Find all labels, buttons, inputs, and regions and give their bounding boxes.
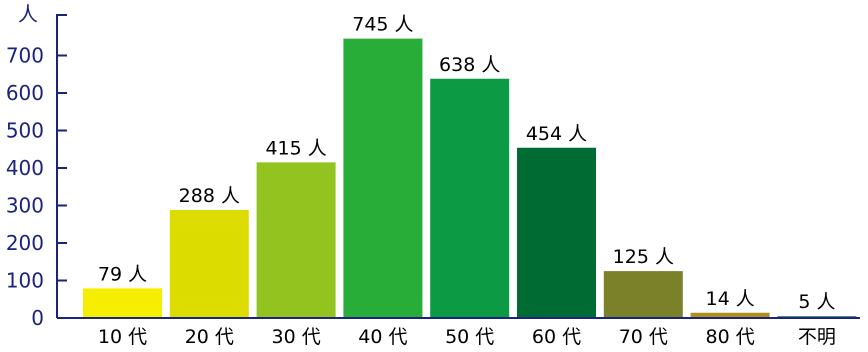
data-label-5: 454 人 <box>526 123 587 145</box>
data-label-1: 288 人 <box>179 185 240 207</box>
bars-group <box>83 38 857 318</box>
y-tick-label: 500 <box>6 119 44 143</box>
y-tick-label: 400 <box>6 156 44 180</box>
y-axis-unit-label: 人 <box>18 2 38 26</box>
x-axis-ticks: 10 代 20 代 30 代 40 代 50 代 60 代 70 代 80 代 不明 <box>98 326 836 348</box>
bar-3 <box>343 38 423 318</box>
x-tick-label-2: 30 代 <box>271 326 320 348</box>
x-tick-label-8: 不明 <box>798 326 836 348</box>
x-tick-label-3: 40 代 <box>358 326 407 348</box>
data-label-4: 638 人 <box>439 54 500 76</box>
bar-6 <box>603 271 683 318</box>
x-tick-label-7: 80 代 <box>705 326 754 348</box>
x-tick-label-1: 20 代 <box>185 326 234 348</box>
y-tick-label: 0 <box>31 306 44 330</box>
bar-1 <box>169 210 249 318</box>
data-label-8: 5 人 <box>798 291 835 313</box>
y-tick-label: 300 <box>6 194 44 218</box>
x-tick-label-4: 50 代 <box>445 326 494 348</box>
data-label-0: 79 人 <box>98 263 147 285</box>
x-tick-label-6: 70 代 <box>619 326 668 348</box>
data-label-6: 125 人 <box>613 246 674 268</box>
data-labels-group: 79 人 288 人 415 人 745 人 638 人 454 人 125 人 14 人 5 … <box>98 14 836 314</box>
bar-7 <box>690 312 770 318</box>
y-tick-label: 600 <box>6 81 44 105</box>
x-tick-label-5: 60 代 <box>532 326 581 348</box>
y-tick-label: 700 <box>6 44 44 68</box>
y-tick-label: 100 <box>6 269 44 293</box>
bar-0 <box>83 288 162 318</box>
data-label-3: 745 人 <box>352 14 413 36</box>
bar-2 <box>256 162 336 318</box>
y-axis-ticks: 0 100 200 300 400 500 600 700 <box>6 14 67 330</box>
x-tick-label-0: 10 代 <box>98 326 147 348</box>
bar-5 <box>517 147 596 318</box>
data-label-2: 415 人 <box>265 137 326 159</box>
data-label-7: 14 人 <box>705 288 754 310</box>
y-tick-label: 200 <box>6 231 44 255</box>
bar-4 <box>430 78 510 318</box>
